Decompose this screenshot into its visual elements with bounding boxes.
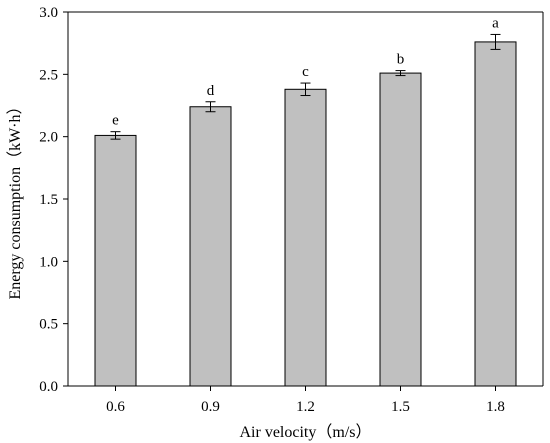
y-tick-label: 2.5 (39, 67, 58, 83)
axes-layer: 0.0 0.5 1.0 1.5 2.0 2.5 3.0 0.6 0.9 1.2 1.5 1.8 (39, 5, 544, 415)
error-bar-1.2 (300, 82, 311, 97)
significance-letter-b: b (397, 52, 405, 68)
significance-letters-layer: e d c b a (112, 15, 499, 128)
y-tick-label: 2.0 (39, 130, 58, 146)
x-tick-label: 1.8 (486, 399, 505, 415)
y-tick-label: 1.0 (39, 254, 58, 270)
significance-letter-a: a (492, 15, 499, 31)
y-tick-label: 1.5 (39, 192, 58, 208)
error-bar-0.9 (205, 101, 216, 113)
error-bar-1.5 (395, 70, 406, 77)
y-tick-label: 0.5 (39, 317, 58, 333)
x-tick-label: 0.6 (106, 399, 125, 415)
x-tick-label: 1.5 (391, 399, 410, 415)
error-bar-0.6 (110, 131, 121, 140)
significance-letter-d: d (207, 83, 215, 99)
y-tick-label: 0.0 (39, 379, 58, 395)
error-bar-1.8 (490, 33, 501, 50)
x-axis-title: Air velocity（m/s） (240, 423, 372, 441)
bar-1.5 (379, 72, 422, 387)
x-tick-label: 0.9 (201, 399, 220, 415)
error-bars-layer (110, 33, 501, 140)
y-tick-label: 3.0 (39, 5, 58, 21)
significance-letter-e: e (112, 113, 119, 129)
y-axis-title: Energy consumption（kW·h） (6, 98, 24, 299)
bar-0.6 (94, 134, 137, 387)
significance-letter-c: c (302, 64, 309, 80)
bar-0.9 (189, 106, 232, 387)
x-tick-label: 1.2 (296, 399, 315, 415)
bar-1.2 (284, 88, 327, 387)
bar-1.8 (474, 41, 517, 387)
